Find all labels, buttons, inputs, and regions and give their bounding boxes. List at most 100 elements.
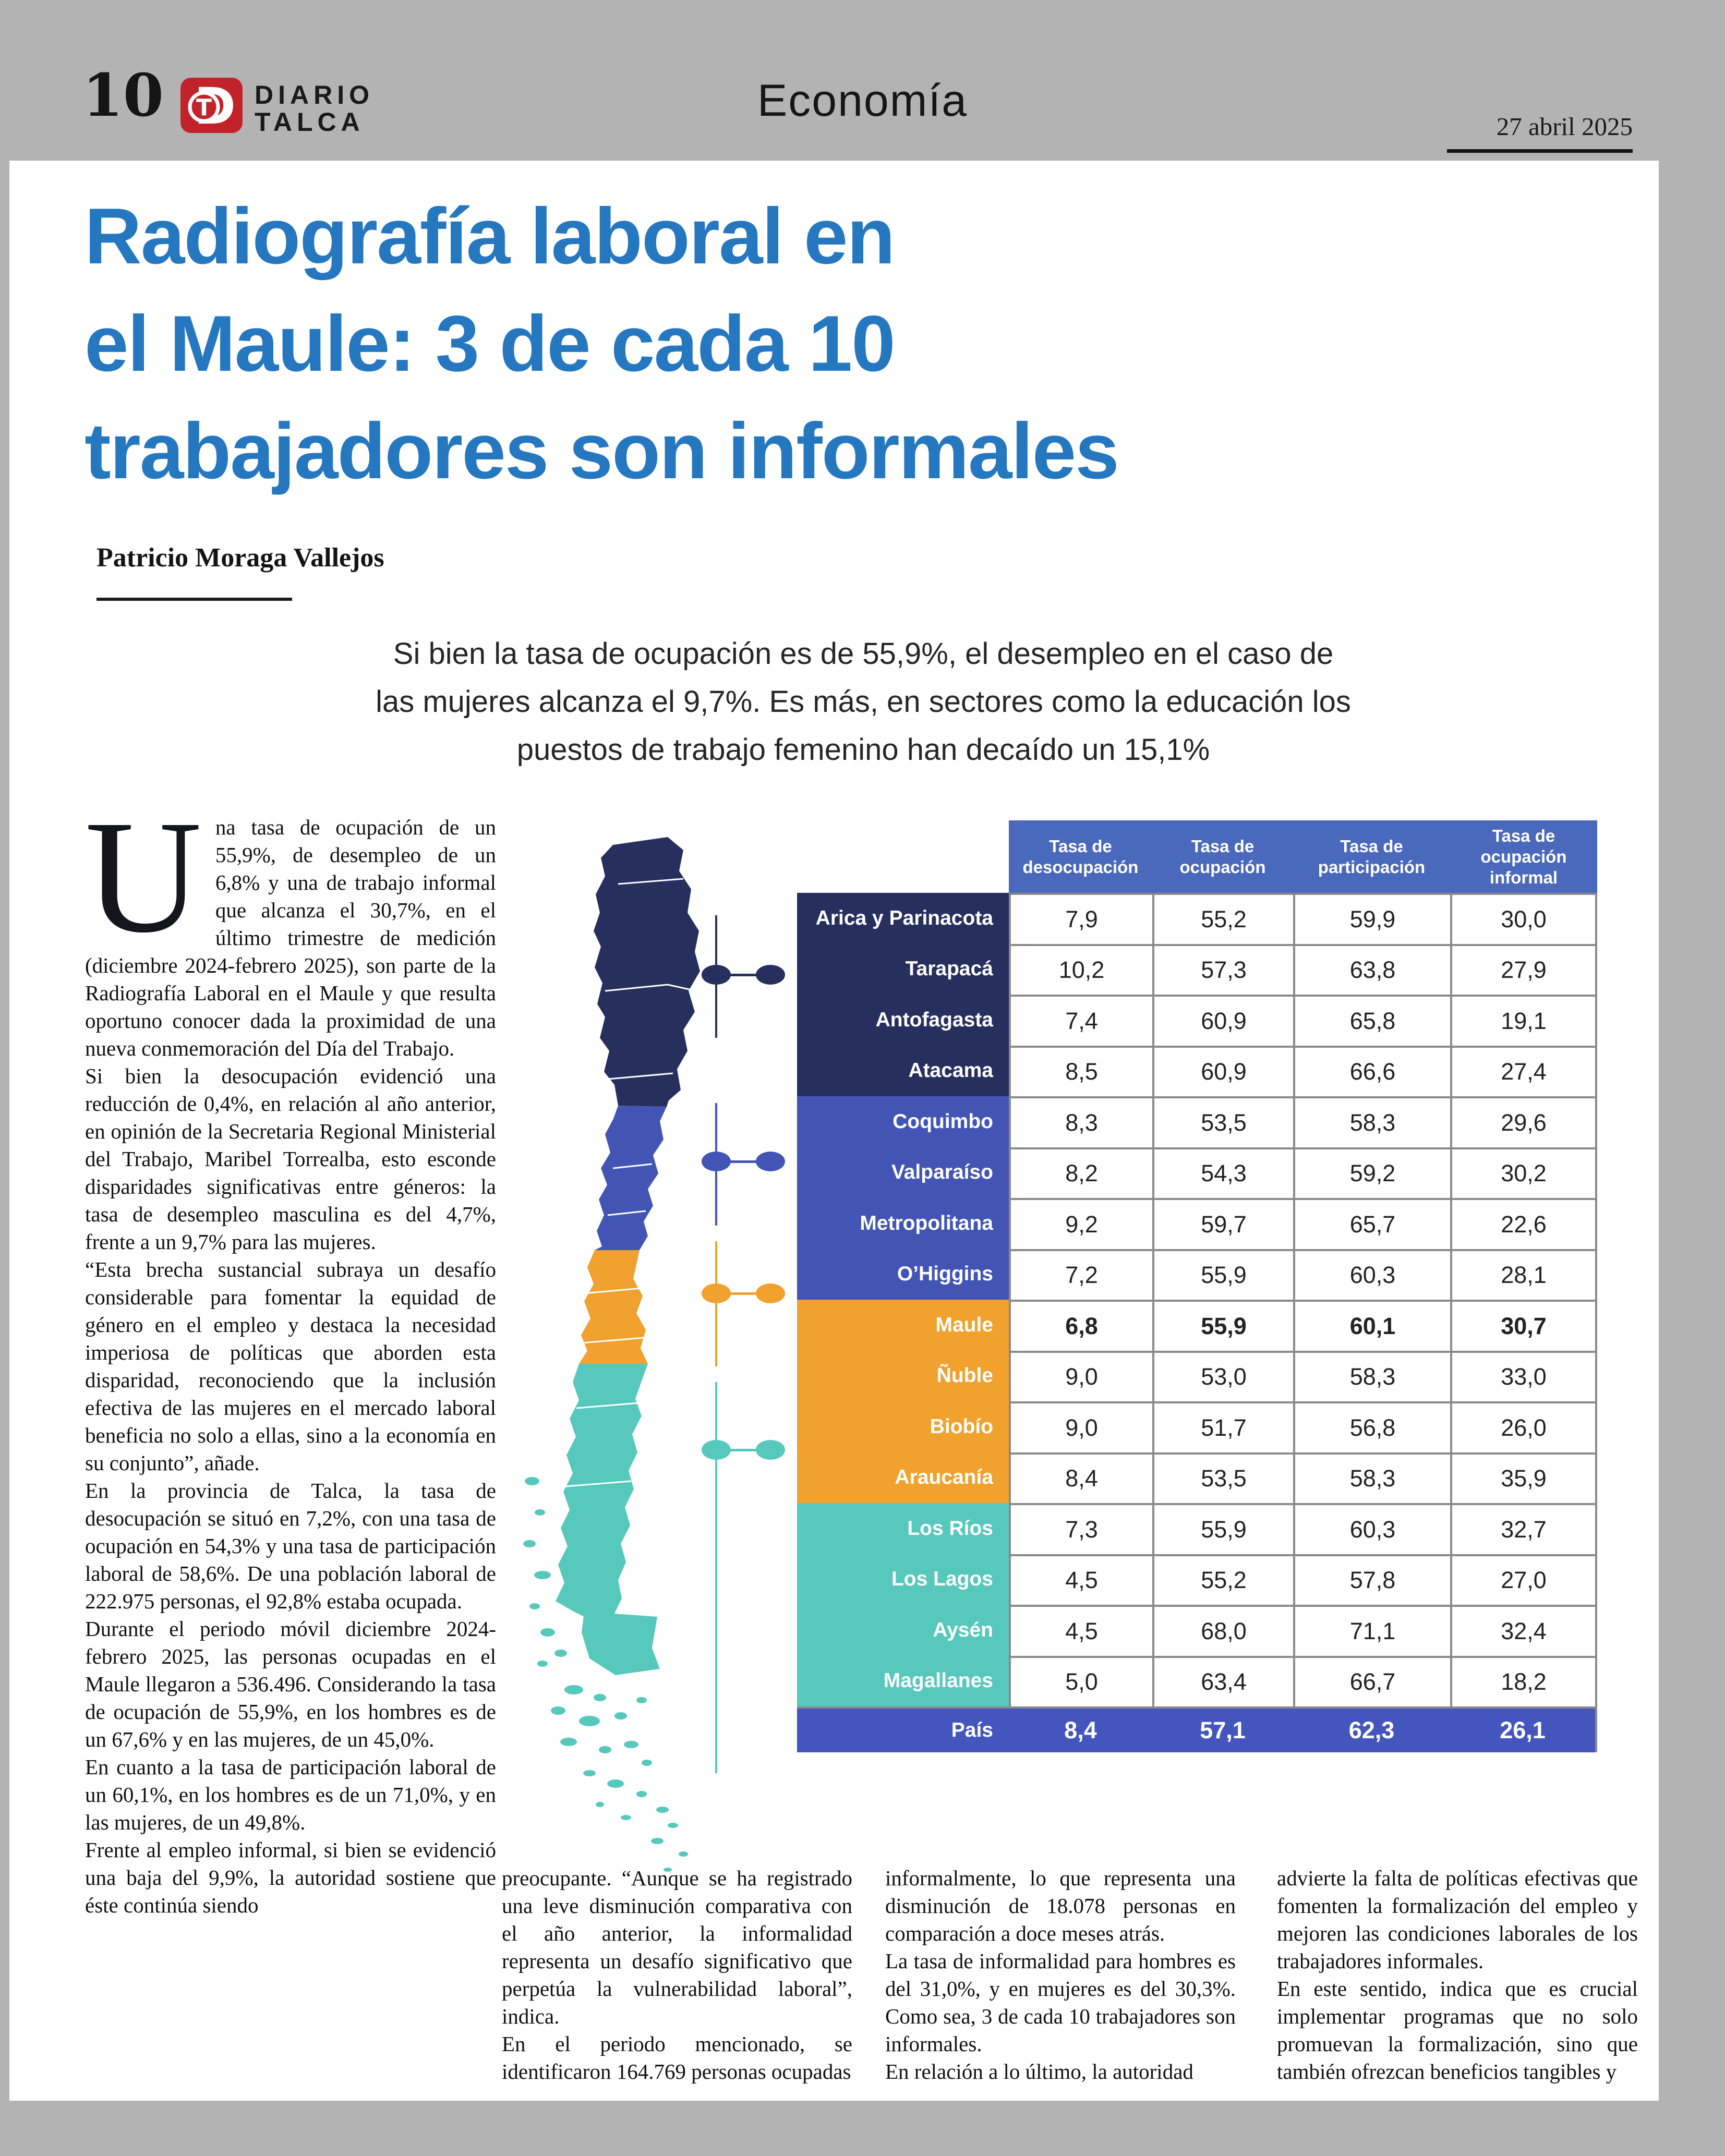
article-column-1-text: na tasa de ocupación de un 55,9%, de des… [85, 814, 496, 1919]
value-cell: 18,2 [1450, 1655, 1597, 1706]
value-cell: 56,8 [1293, 1401, 1450, 1452]
body-paragraph: En relación a lo último, la autoridad [885, 2060, 1193, 2084]
region-label-cell: Biobío [797, 1401, 1009, 1452]
value-cell: 4,5 [1009, 1605, 1152, 1656]
logo-wordmark-line1: DIARIO [255, 80, 374, 110]
connector-line [716, 1449, 770, 1451]
region-label-cell: Maule [797, 1300, 1009, 1351]
value-cell: 7,3 [1009, 1503, 1152, 1554]
value-cell: 65,8 [1293, 995, 1450, 1046]
region-label-cell: Arica y Parinacota [797, 893, 1009, 944]
connector-line [716, 974, 770, 976]
value-cell: 27,4 [1450, 1045, 1597, 1096]
value-cell: 19,1 [1450, 995, 1597, 1046]
value-cell: 7,4 [1009, 995, 1152, 1046]
value-cell: 60,1 [1293, 1300, 1450, 1351]
logo-monogram-t: T [196, 94, 212, 121]
diario-talca-logo-icon: D T [180, 77, 243, 136]
value-cell: 10,2 [1009, 943, 1152, 995]
value-cell: 71,1 [1293, 1605, 1450, 1656]
byline-underline [96, 598, 292, 601]
value-cell: 7,2 [1009, 1249, 1152, 1300]
table-corner-spacer [797, 820, 1009, 893]
region-label-cell: Ñuble [797, 1350, 1009, 1401]
region-label-cell: Aysén [797, 1605, 1009, 1656]
value-cell: 55,9 [1152, 1300, 1293, 1351]
article-column-2: preocupante. “Aunque se ha registrado un… [502, 1864, 852, 2094]
value-cell: 57,8 [1293, 1554, 1450, 1605]
value-cell: 32,7 [1450, 1503, 1597, 1554]
value-cell: 29,6 [1450, 1096, 1597, 1147]
map-segment-sur [556, 1364, 648, 1619]
column-header: Tasa de ocupación [1152, 820, 1293, 893]
map-region-borders [565, 878, 697, 1487]
connector-line [716, 1160, 770, 1163]
region-label-cell: Metropolitana [797, 1198, 1009, 1249]
region-label-cell: Araucanía [797, 1452, 1009, 1503]
value-cell: 55,2 [1152, 1554, 1293, 1605]
body-paragraph: En el periodo mencionado, se identificar… [502, 2032, 852, 2084]
connector-dot [756, 1440, 785, 1460]
value-cell: 60,9 [1152, 1045, 1293, 1096]
region-label-cell: Valparaíso [797, 1147, 1009, 1198]
value-cell: 60,9 [1152, 995, 1293, 1046]
section-title: Economía [757, 76, 968, 126]
value-cell: 4,5 [1009, 1554, 1152, 1605]
logo-wordmark: DIARIO TALCA [255, 81, 374, 136]
value-cell: 5,0 [1009, 1655, 1152, 1706]
value-cell: 55,9 [1152, 1249, 1293, 1300]
value-cell: 60,3 [1293, 1249, 1450, 1300]
connector-dot [756, 1283, 785, 1303]
column-header: Tasa de desocupación [1009, 820, 1152, 893]
lede-line: puestos de trabajo femenino han decaído … [516, 733, 1210, 767]
connector-line [716, 1292, 770, 1295]
total-value-cell: 57,1 [1152, 1706, 1293, 1752]
value-cell: 66,6 [1293, 1045, 1450, 1096]
article-column-3: informalmente, lo que representa una dis… [885, 1864, 1236, 2094]
lede-line: las mujeres alcanza el 9,7%. Es más, en … [376, 685, 1351, 719]
value-cell: 63,8 [1293, 943, 1450, 995]
value-cell: 27,0 [1450, 1554, 1597, 1605]
body-paragraph: advierte la falta de políticas efectivas… [1277, 1866, 1638, 1973]
value-cell: 32,4 [1450, 1605, 1597, 1656]
region-label-cell: Antofagasta [797, 995, 1009, 1046]
column-header: Tasa de ocupación informal [1450, 820, 1597, 893]
lede-line: Si bien la tasa de ocupación es de 55,9%… [393, 637, 1334, 671]
body-paragraph: En este sentido, indica que es crucial i… [1277, 1977, 1638, 2084]
value-cell: 9,0 [1009, 1401, 1152, 1452]
value-cell: 55,9 [1152, 1503, 1293, 1554]
headline: Radiografía laboral en el Maule: 3 de ca… [85, 183, 1629, 505]
drop-cap: U [85, 814, 202, 966]
connector-line [715, 1382, 717, 1773]
value-cell: 53,5 [1152, 1096, 1293, 1147]
value-cell: 28,1 [1450, 1249, 1597, 1300]
body-paragraph: Si bien la desocupación evidenció una re… [85, 1064, 496, 1254]
region-label-cell: Los Ríos [797, 1503, 1009, 1554]
map-southern-island [582, 1612, 660, 1675]
map-segment-centro-norte [595, 1106, 667, 1250]
value-cell: 58,3 [1293, 1452, 1450, 1503]
map-segment-centro-sur [579, 1250, 648, 1364]
value-cell: 57,3 [1152, 943, 1293, 995]
region-label-cell: Los Lagos [797, 1554, 1009, 1605]
value-cell: 8,4 [1009, 1452, 1152, 1503]
region-label-cell: Magallanes [797, 1655, 1009, 1706]
value-cell: 63,4 [1152, 1655, 1293, 1706]
body-paragraph: “Esta brecha sustancial subraya un desaf… [85, 1257, 496, 1475]
body-paragraph: En cuanto a la tasa de participación lab… [85, 1755, 496, 1834]
headline-line: trabajadores son informales [85, 407, 1119, 495]
edition-date: 27 abril 2025 [1496, 112, 1633, 141]
body-paragraph: Frente al empleo informal, si bien se ev… [85, 1838, 496, 1917]
map-archipelago [523, 1477, 688, 1872]
column-header: Tasa de participación [1293, 820, 1450, 893]
headline-line: Radiografía laboral en [85, 192, 895, 281]
chile-region-map [511, 834, 720, 1880]
body-paragraph: preocupante. “Aunque se ha registrado un… [502, 1866, 852, 2028]
value-cell: 66,7 [1293, 1655, 1450, 1706]
logo-circle [188, 91, 220, 123]
value-cell: 65,7 [1293, 1198, 1450, 1249]
value-cell: 33,0 [1450, 1350, 1597, 1401]
value-cell: 54,3 [1152, 1147, 1293, 1198]
value-cell: 27,9 [1450, 943, 1597, 995]
total-value-cell: 8,4 [1009, 1706, 1152, 1752]
